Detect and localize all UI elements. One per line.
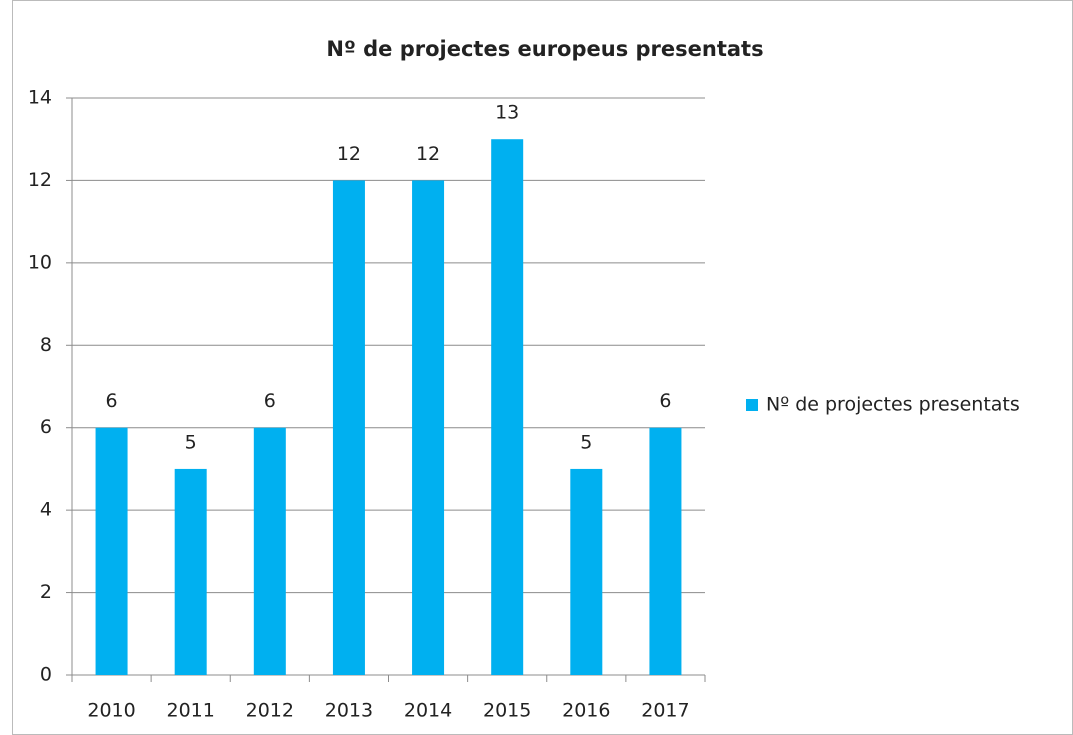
y-tick-label: 8 xyxy=(40,334,52,356)
y-tick-label: 12 xyxy=(28,169,52,191)
x-tick-label: 2016 xyxy=(562,700,610,722)
legend-marker xyxy=(746,399,758,411)
data-label: 5 xyxy=(185,431,197,453)
data-label: 13 xyxy=(495,102,519,124)
y-tick-label: 6 xyxy=(40,416,52,438)
data-label: 6 xyxy=(264,390,276,412)
bar xyxy=(174,468,207,675)
x-tick-label: 2014 xyxy=(404,700,452,722)
x-tick-label: 2012 xyxy=(246,700,294,722)
data-label: 5 xyxy=(580,431,592,453)
data-label: 6 xyxy=(659,390,671,412)
x-tick-label: 2015 xyxy=(483,700,531,722)
x-tick-label: 2011 xyxy=(167,700,215,722)
bar xyxy=(491,139,524,675)
y-tick-label: 10 xyxy=(28,251,52,273)
x-tick-label: 2013 xyxy=(325,700,373,722)
bar xyxy=(95,427,128,675)
y-tick-label: 0 xyxy=(40,664,52,686)
legend-label: Nº de projectes presentats xyxy=(766,394,1020,416)
data-label: 12 xyxy=(337,143,361,165)
x-tick-label: 2010 xyxy=(87,700,135,722)
bar xyxy=(253,427,286,675)
data-label: 6 xyxy=(106,390,118,412)
bar xyxy=(570,468,603,675)
bar xyxy=(332,180,365,675)
y-tick-label: 14 xyxy=(28,87,52,109)
x-tick-label: 2017 xyxy=(641,700,689,722)
bar xyxy=(412,180,445,675)
bar xyxy=(649,427,682,675)
chart-border xyxy=(12,0,1073,735)
y-tick-label: 2 xyxy=(40,581,52,603)
data-label: 12 xyxy=(416,143,440,165)
chart-title: Nº de projectes europeus presentats xyxy=(326,37,763,61)
y-tick-label: 4 xyxy=(40,499,52,521)
